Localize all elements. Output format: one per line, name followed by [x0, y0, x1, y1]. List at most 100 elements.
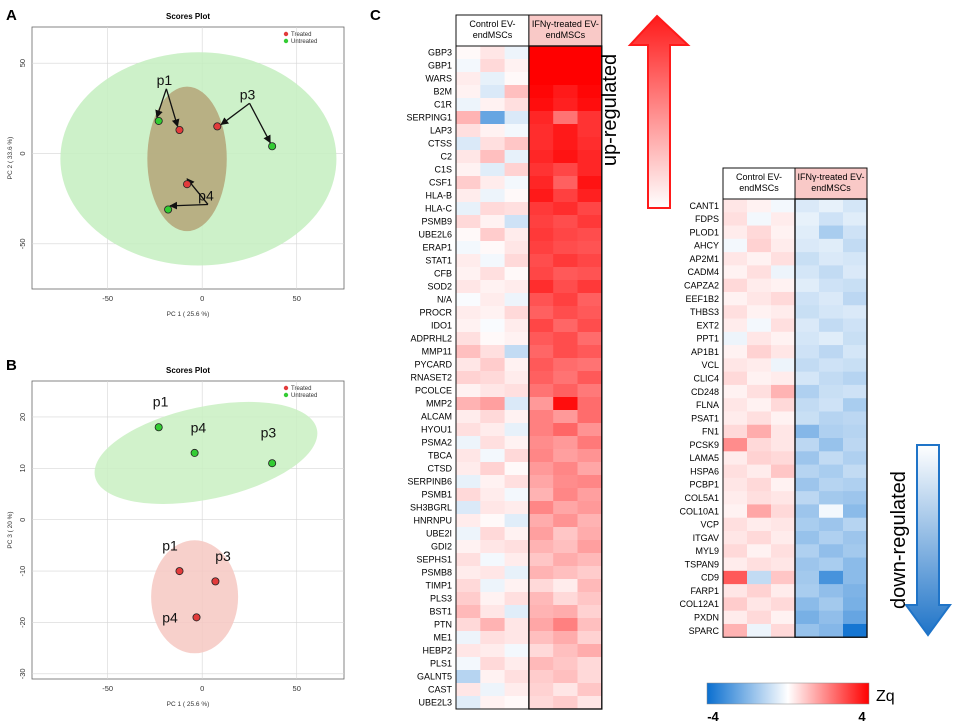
- heatmap-cell: [771, 238, 796, 253]
- heatmap-cell: [577, 85, 603, 99]
- heatmap-cell: [843, 278, 868, 293]
- heatmap-cell: [747, 610, 772, 625]
- row-label: SPARC: [689, 626, 720, 636]
- heatmap-cell: [504, 267, 530, 281]
- heatmap-cell: [577, 111, 603, 125]
- heatmap-cell: [747, 424, 772, 439]
- heatmap-cell: [528, 644, 554, 658]
- heatmap-cell: [843, 411, 868, 426]
- heatmap-cell: [480, 254, 505, 268]
- row-label: ADPRHL2: [410, 334, 452, 344]
- row-label: LAP3: [430, 126, 452, 136]
- legend-label-treated: Treated: [291, 32, 311, 38]
- heatmap-cell: [553, 124, 578, 138]
- annotation-arrow: [248, 102, 271, 144]
- heatmap-cell: [747, 597, 772, 612]
- heatmap-cell: [843, 584, 868, 598]
- heatmap-cell: [843, 358, 868, 373]
- heatmap-cell: [480, 345, 505, 359]
- heatmap-cell: [843, 424, 868, 439]
- annotation-p4: p4: [198, 187, 214, 203]
- heatmap-cell: [553, 111, 578, 125]
- row-label: COL12A1: [679, 599, 719, 609]
- heatmap-cell: [480, 319, 505, 333]
- heatmap-cell: [577, 436, 603, 450]
- heatmap-cell: [528, 449, 554, 463]
- heatmap-cell: [456, 618, 481, 632]
- row-label: GBP3: [428, 48, 452, 58]
- heatmap-cell: [553, 215, 578, 229]
- heatmap-cell: [795, 225, 820, 240]
- heatmap-cell: [480, 332, 505, 346]
- y-axis-label: PC 2 ( 33.6 %): [7, 137, 14, 180]
- heatmap-cell: [795, 265, 820, 280]
- heatmap-cell: [771, 517, 796, 532]
- heatmap-cell: [456, 111, 481, 125]
- heatmap-cell: [504, 176, 530, 190]
- row-label: C2: [440, 152, 452, 162]
- heatmap-cell: [747, 265, 772, 280]
- heatmap-cell: [528, 384, 554, 398]
- heatmap-cell: [723, 278, 748, 293]
- heatmap-cell: [577, 228, 603, 242]
- plot-title: Scores Plot: [166, 366, 210, 375]
- heatmap-cell: [504, 488, 530, 502]
- heatmap-cell: [504, 436, 530, 450]
- heatmap-cell: [480, 215, 505, 229]
- heatmap-cell: [843, 491, 868, 505]
- heatmap-cell: [819, 265, 844, 280]
- data-point-untreated: [154, 116, 163, 125]
- row-label: EEF1B2: [685, 294, 719, 304]
- legend-label-treated: Treated: [291, 386, 311, 392]
- heatmap-cell: [771, 597, 796, 612]
- row-label: SERPING1: [406, 113, 452, 123]
- heatmap-cell: [843, 477, 868, 492]
- heatmap-cell: [553, 579, 578, 593]
- heatmap-cell: [480, 267, 505, 281]
- heatmap-cell: [456, 644, 481, 658]
- heatmap-cell: [553, 163, 578, 177]
- heatmap-cell: [747, 477, 772, 492]
- heatmap-cell: [577, 488, 603, 502]
- heatmap-cell: [504, 618, 530, 632]
- panel-label-b: B: [6, 357, 17, 374]
- heatmap-cell: [723, 597, 748, 612]
- heatmap-cell: [843, 570, 868, 585]
- heatmap-cell: [795, 570, 820, 585]
- heatmap-cell: [528, 176, 554, 190]
- heatmap-cell: [553, 527, 578, 541]
- heatmap-cell: [819, 504, 844, 519]
- row-label: FLNA: [696, 400, 719, 410]
- row-label: N/A: [437, 295, 452, 305]
- heatmap-cell: [480, 696, 505, 710]
- heatmap-cell: [528, 501, 554, 515]
- heatmap-cell: [723, 291, 748, 306]
- heatmap-cell: [480, 462, 505, 476]
- heatmap-cell: [843, 212, 868, 226]
- heatmap-cell: [553, 462, 578, 476]
- row-label: PSAT1: [691, 413, 719, 423]
- heatmap-cell: [553, 319, 578, 333]
- heatmap-cell: [795, 305, 820, 319]
- heatmap-cell: [819, 252, 844, 266]
- heatmap-cell: [819, 225, 844, 240]
- heatmap-cell: [723, 531, 748, 545]
- heatmap-cell: [456, 241, 481, 255]
- row-label: PSMB9: [421, 217, 452, 227]
- heatmap-cell: [771, 384, 796, 399]
- heatmap-cell: [843, 265, 868, 280]
- heatmap-cell: [504, 683, 530, 697]
- heatmap-cell: [553, 358, 578, 372]
- heatmap-cell: [577, 644, 603, 658]
- heatmap-cell: [747, 252, 772, 266]
- heatmap-cell: [795, 504, 820, 519]
- heatmap-cell: [843, 331, 868, 346]
- x-tick-label: -50: [102, 294, 113, 303]
- heatmap-cell: [553, 85, 578, 99]
- heatmap-cell: [771, 358, 796, 373]
- data-point-treated: [183, 180, 192, 189]
- panel-label-a: A: [6, 7, 17, 24]
- heatmap-cell: [819, 199, 844, 213]
- heatmap-cell: [577, 475, 603, 489]
- row-label: B2M: [433, 87, 452, 97]
